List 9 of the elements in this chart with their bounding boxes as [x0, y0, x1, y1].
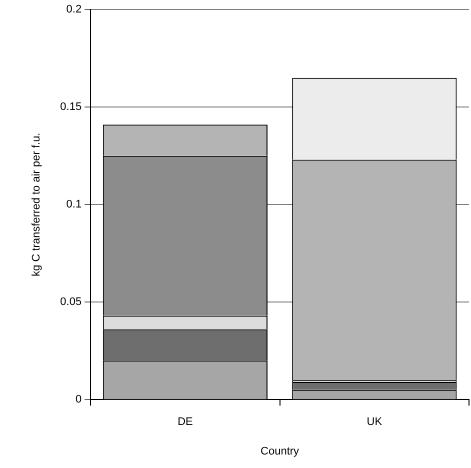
x-axis-title: Country [260, 445, 300, 458]
y-tick-label: 0.2 [66, 4, 82, 16]
y-axis-title: kg C transferred to air per f.u. [30, 132, 43, 276]
y-tick-label: 0.05 [60, 296, 82, 308]
y-tick-label: 0 [75, 394, 82, 406]
y-tick-label: 0.15 [60, 101, 82, 114]
y-tick-label: 0.1 [66, 198, 82, 211]
x-tick-label: DE [178, 416, 193, 428]
x-tick-label: UK [366, 416, 383, 428]
